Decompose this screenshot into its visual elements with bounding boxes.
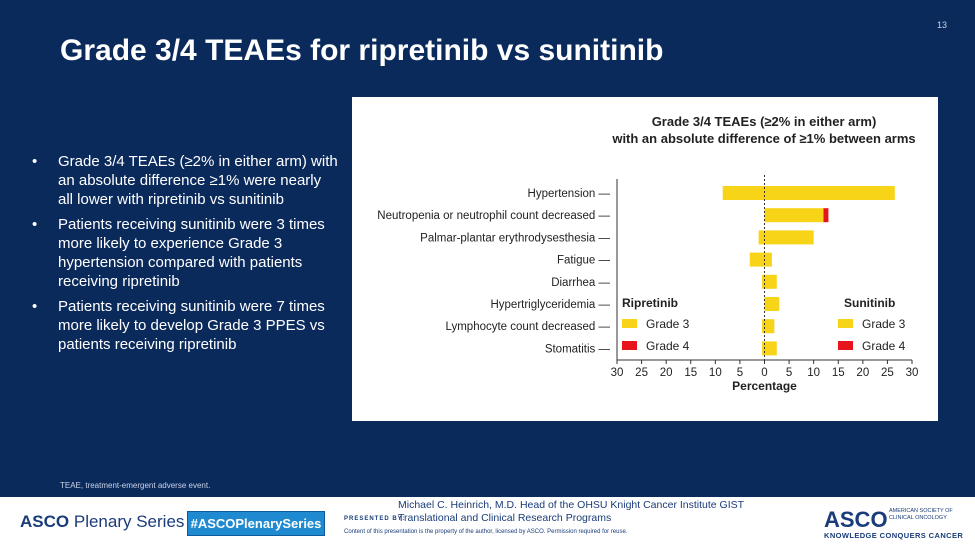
slide-number: 13 xyxy=(936,20,947,30)
bar xyxy=(764,319,775,334)
x-tick-label: 10 xyxy=(807,367,820,379)
bar xyxy=(764,274,777,289)
bar xyxy=(762,274,765,289)
category-label: Hypertension — xyxy=(528,188,611,200)
bullet-item: • Patients receiving sunitinib were 3 tim… xyxy=(30,215,340,291)
category-label: Lymphocyte count decreased — xyxy=(446,321,611,333)
category-label: Stomatitis — xyxy=(545,343,611,355)
category-label: Fatigue — xyxy=(557,255,611,267)
x-tick-label: 25 xyxy=(881,367,894,379)
x-tick-label: 15 xyxy=(684,367,697,379)
slide-background: 13 Grade 3/4 TEAEs for ripretinib vs sun… xyxy=(0,0,975,497)
slide-title: Grade 3/4 TEAEs for ripretinib vs suniti… xyxy=(60,34,664,67)
bar xyxy=(758,230,765,245)
bullet-item: • Patients receiving sunitinib were 7 tim… xyxy=(30,297,340,354)
x-tick-label: 10 xyxy=(709,367,722,379)
legend-label: Grade 4 xyxy=(646,339,690,353)
category-label: Diarrhea — xyxy=(551,277,610,289)
bar xyxy=(764,297,780,311)
bar xyxy=(764,186,895,200)
asco-tagline: KNOWLEDGE CONQUERS CANCER xyxy=(824,531,964,540)
bar xyxy=(823,208,829,223)
bar xyxy=(764,230,814,245)
chart-title-line: with an absolute difference of ≥1% betwe… xyxy=(611,131,915,146)
chart-title-line: Grade 3/4 TEAEs (≥2% in either arm) xyxy=(652,114,877,129)
presenter-info: Michael C. Heinrich, M.D. Head of the OH… xyxy=(398,499,744,524)
legend-arm-title: Sunitinib xyxy=(844,296,895,310)
bullet-item: • Grade 3/4 TEAEs (≥2% in either arm) wit… xyxy=(30,152,340,209)
category-label: Palmar-plantar erythrodysesthesia — xyxy=(420,232,610,244)
x-tick-label: 20 xyxy=(856,367,869,379)
bullet-glyph: • xyxy=(32,153,38,170)
x-tick-label: 30 xyxy=(906,367,919,379)
x-tick-label: 0 xyxy=(761,367,767,379)
presented-by-label: PRESENTED BY: xyxy=(344,516,406,522)
footer xyxy=(0,497,975,548)
bar xyxy=(762,319,765,334)
chart-panel: Grade 3/4 TEAEs (≥2% in either arm) with … xyxy=(352,97,938,421)
footnote: TEAE, treatment-emergent adverse event. xyxy=(60,481,211,490)
tornado-chart: Grade 3/4 TEAEs (≥2% in either arm) with … xyxy=(377,114,919,393)
x-tick-label: 5 xyxy=(737,367,743,379)
legend-swatch xyxy=(622,341,637,350)
legend-swatch xyxy=(622,319,637,328)
bullet-text: Grade 3/4 TEAEs (≥2% in either arm) with… xyxy=(58,153,338,208)
legend-label: Grade 4 xyxy=(862,339,906,353)
legend-arm-title: Ripretinib xyxy=(622,296,678,310)
x-axis-label: Percentage xyxy=(732,379,797,393)
x-tick-label: 20 xyxy=(660,367,673,379)
category-label: Neutropenia or neutrophil count decrease… xyxy=(377,210,610,222)
x-tick-label: 30 xyxy=(611,367,624,379)
asco-logo: ASCO xyxy=(824,507,888,532)
bullet-text: Patients receiving sunitinib were 7 time… xyxy=(58,298,325,353)
legend-swatch xyxy=(838,341,853,350)
plenary-series-text: Plenary Series xyxy=(73,512,185,531)
asco-org-name: AMERICAN SOCIETY OF CLINICAL ONCOLOGY xyxy=(889,508,953,521)
bar xyxy=(764,252,772,267)
bullet-glyph: • xyxy=(32,298,38,315)
hashtag-badge: #ASCOPlenarySeries xyxy=(187,511,325,536)
bar xyxy=(749,252,765,267)
category-label: Hypertriglyceridemia — xyxy=(490,299,610,311)
bullet-list: • Grade 3/4 TEAEs (≥2% in either arm) wit… xyxy=(30,152,340,360)
bar xyxy=(762,341,765,356)
bullet-text: Patients receiving sunitinib were 3 time… xyxy=(58,216,325,290)
legend-label: Grade 3 xyxy=(646,317,690,331)
bar xyxy=(722,186,765,200)
bar xyxy=(764,208,824,223)
asco-word: ASCO xyxy=(20,512,70,531)
x-tick-label: 15 xyxy=(832,367,845,379)
bar xyxy=(764,341,777,356)
x-tick-label: 5 xyxy=(786,367,792,379)
asco-plenary-series-logo: ASCO Plenary Series xyxy=(20,512,184,532)
legend-swatch xyxy=(838,319,853,328)
copyright-notice: Content of this presentation is the prop… xyxy=(344,529,628,535)
legend-label: Grade 3 xyxy=(862,317,906,331)
x-tick-label: 25 xyxy=(635,367,648,379)
bullet-glyph: • xyxy=(32,216,38,233)
